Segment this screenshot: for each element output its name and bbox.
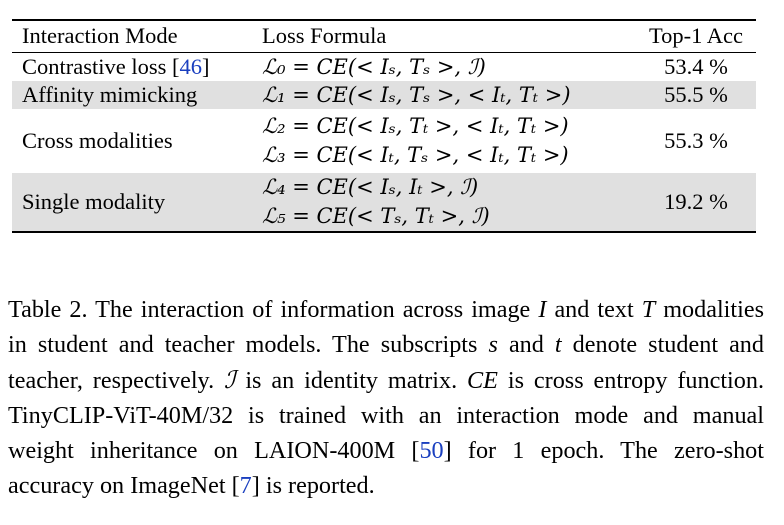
citation-link[interactable]: 50 bbox=[419, 437, 444, 464]
loss-formula: ℒ₃ = CE(< Iₜ, Tₛ >, < Iₜ, Tₜ >) bbox=[262, 142, 569, 167]
loss-formula: ℒ₀ = CE(< Iₛ, Tₛ >, ℐ) bbox=[262, 54, 486, 79]
table-header-row: Interaction Mode Loss Formula Top-1 Acc bbox=[12, 19, 756, 53]
mode-label: Single modality bbox=[12, 172, 262, 233]
accuracy-value: 53.4 % bbox=[664, 53, 728, 79]
mode-label: Affinity mimicking bbox=[22, 81, 198, 107]
loss-formula: ℒ₁ = CE(< Iₛ, Tₛ >, < Iₜ, Tₜ >) bbox=[262, 82, 571, 107]
accuracy-value: 19.2 % bbox=[636, 172, 756, 233]
header-interaction-mode: Interaction Mode bbox=[12, 19, 262, 53]
mode-label: Cross modalities bbox=[22, 127, 173, 153]
loss-formula-group: ℒ₂ = CE(< Iₛ, Tₜ >, < Iₜ, Tₜ >) ℒ₃ = CE(… bbox=[262, 112, 636, 170]
table-row: Single modality ℒ₄ = CE(< Iₛ, Iₜ >, ℐ) ℒ… bbox=[12, 172, 756, 233]
loss-formula: ℒ₂ = CE(< Iₛ, Tₜ >, < Iₜ, Tₜ >) bbox=[262, 113, 569, 138]
results-table: Interaction Mode Loss Formula Top-1 Acc … bbox=[12, 19, 756, 233]
table-row: Contrastive loss [46] ℒ₀ = CE(< Iₛ, Tₛ >… bbox=[12, 52, 756, 81]
citation-link[interactable]: 7 bbox=[239, 472, 252, 500]
header-loss-formula: Loss Formula bbox=[262, 19, 636, 53]
loss-formula-group: ℒ₄ = CE(< Iₛ, Iₜ >, ℐ) ℒ₅ = CE(< Tₛ, Tₜ … bbox=[262, 172, 636, 233]
mode-label: Contrastive loss bbox=[22, 53, 167, 79]
mode-cell: Contrastive loss [46] bbox=[22, 53, 210, 79]
loss-formula: ℒ₄ = CE(< Iₛ, Iₜ >, ℐ) bbox=[262, 174, 479, 199]
accuracy-value: 55.3 % bbox=[664, 127, 728, 153]
table-row: Affinity mimicking ℒ₁ = CE(< Iₛ, Tₛ >, <… bbox=[12, 80, 756, 109]
header-top1-acc: Top-1 Acc bbox=[636, 19, 756, 53]
table-row: Cross modalities ℒ₂ = CE(< Iₛ, Tₜ >, < I… bbox=[12, 111, 756, 170]
citation-link[interactable]: 46 bbox=[179, 53, 203, 79]
accuracy-value: 55.5 % bbox=[664, 81, 728, 107]
table-caption: Table 2. The interaction of information … bbox=[8, 296, 765, 500]
loss-formula: ℒ₅ = CE(< Tₛ, Tₜ >, ℐ) bbox=[262, 203, 490, 228]
